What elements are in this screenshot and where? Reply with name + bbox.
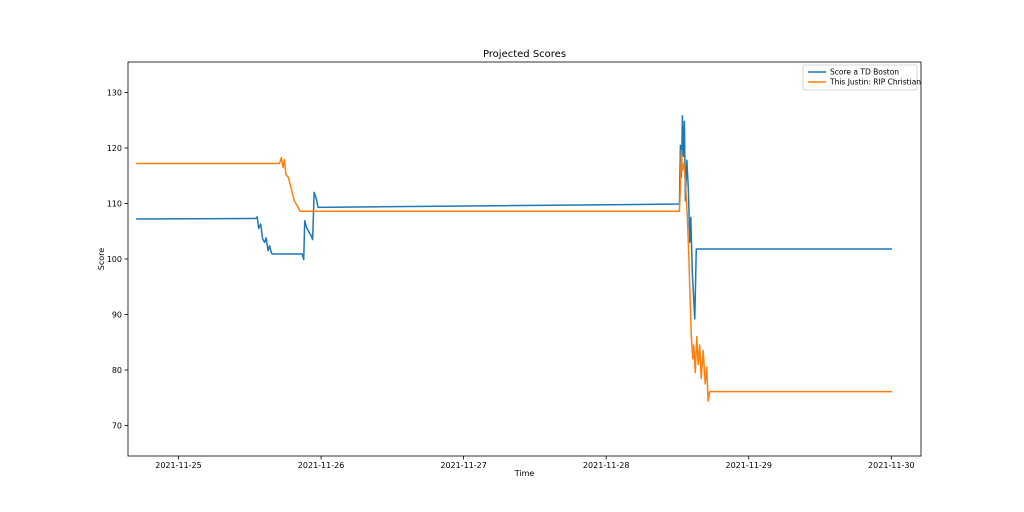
series-line-2 [136,150,893,402]
series-line-1 [136,115,893,320]
x-tick-label: 2021-11-28 [583,461,630,470]
y-tick-label: 90 [112,310,122,319]
x-tick-label: 2021-11-30 [868,461,915,470]
x-tick-label: 2021-11-25 [155,461,202,470]
x-tick-label: 2021-11-29 [725,461,772,470]
x-axis-label: Time [514,469,535,478]
y-tick-label: 110 [107,200,122,209]
legend-label: Score a TD Boston [830,68,899,77]
legend-label: This Justin: RIP Christian [829,78,921,87]
x-tick-label: 2021-11-26 [298,461,345,470]
y-tick-label: 130 [107,89,122,98]
y-tick-label: 100 [107,255,122,264]
x-tick-label: 2021-11-27 [440,461,487,470]
legend-box [802,64,918,91]
chart-title: Projected Scores [483,49,566,60]
y-axis-label: Score [97,248,106,270]
y-tick-label: 80 [112,366,122,375]
plot-area: 2021-11-25 2021-11-26 2021-11-27 2021-11-28… [107,61,922,470]
y-tick-label: 120 [107,144,122,153]
y-tick-label: 70 [112,421,122,430]
